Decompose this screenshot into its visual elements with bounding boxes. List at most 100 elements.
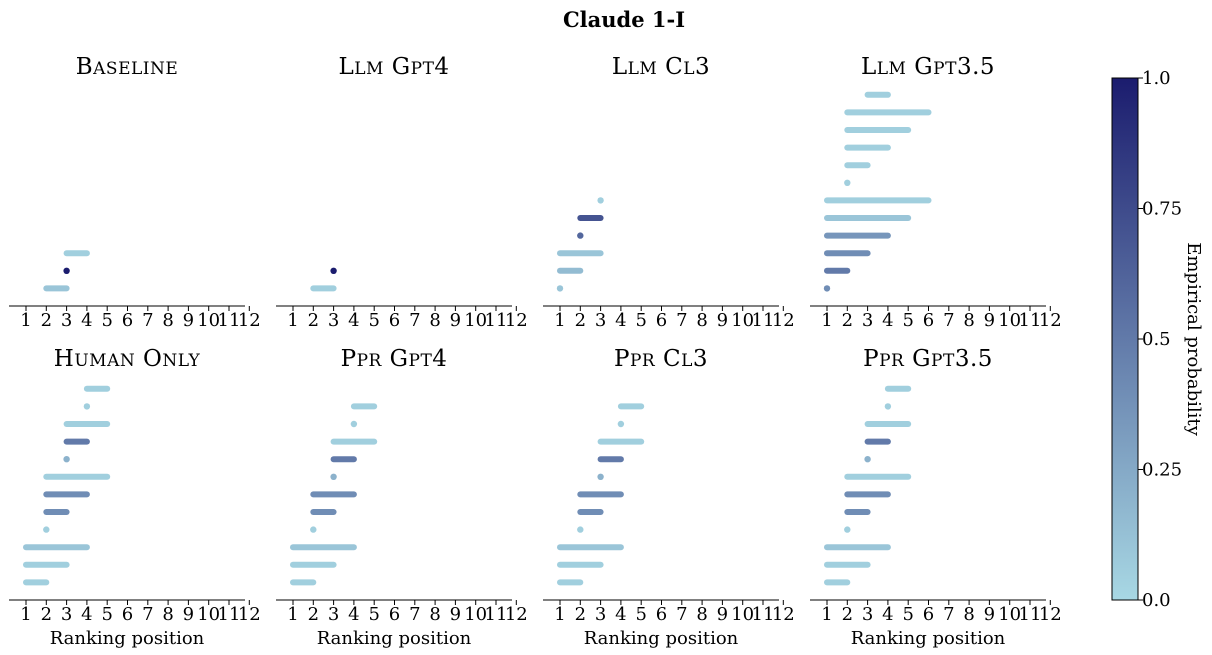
range-dot (63, 267, 70, 274)
colorbar-label: Empirical probability (1183, 242, 1204, 436)
x-tick-label: 10 (464, 604, 487, 625)
x-tick-label: 9 (450, 310, 461, 331)
x-tick-label: 7 (142, 310, 153, 331)
x-tick-label: 8 (162, 604, 173, 625)
x-tick-label: 12 (238, 310, 261, 331)
range-dot (844, 179, 851, 186)
range-dot (577, 232, 584, 239)
panel-title: PPR GPT3.5 (863, 346, 993, 372)
x-tick-label: 6 (923, 604, 934, 625)
x-tick-label: 9 (717, 604, 728, 625)
x-tick-label: 12 (772, 604, 795, 625)
x-tick-label: 10 (731, 604, 754, 625)
range-dot (617, 420, 625, 428)
x-tick-label: 12 (1039, 604, 1062, 625)
x-tick-label: 7 (409, 604, 420, 625)
range-dot (597, 197, 604, 204)
x-tick-label: 12 (772, 310, 795, 331)
x-tick-label: 4 (348, 310, 359, 331)
x-tick-label: 2 (41, 310, 52, 331)
x-tick-label: 11 (1019, 604, 1042, 625)
x-tick-label: 9 (450, 604, 461, 625)
x-tick-label: 7 (943, 604, 954, 625)
x-tick-label: 11 (218, 310, 241, 331)
x-tick-label: 4 (615, 604, 626, 625)
panel-title: PPR CL3 (614, 346, 708, 372)
x-tick-label: 9 (717, 310, 728, 331)
x-tick-label: 8 (963, 604, 974, 625)
x-tick-label: 11 (485, 604, 508, 625)
x-tick-label: 4 (882, 310, 893, 331)
colorbar-gradient (1111, 77, 1139, 601)
x-tick-label: 4 (81, 604, 92, 625)
x-tick-label: 1 (287, 310, 298, 331)
x-tick-label: 10 (464, 310, 487, 331)
x-tick-label: 11 (485, 310, 508, 331)
x-tick-label: 10 (998, 604, 1021, 625)
colorbar: 0.0 0.25 0.5 0.75 1.0 Empirical probability (1111, 68, 1204, 611)
x-tick-label: 1 (554, 310, 565, 331)
x-axis-label: Ranking position (584, 628, 739, 649)
panel-title: LLM CL3 (612, 54, 710, 80)
x-tick-label: 7 (943, 310, 954, 331)
range-dot (330, 473, 337, 480)
x-tick-label: 8 (429, 310, 440, 331)
x-axis-label: Ranking position (317, 628, 472, 649)
x-tick-label: 6 (923, 310, 934, 331)
range-dot (43, 526, 50, 533)
x-tick-label: 2 (842, 604, 853, 625)
range-dot (83, 403, 91, 410)
chart-title: Claude 1-I (563, 7, 685, 32)
x-tick-label: 9 (183, 310, 194, 331)
x-tick-label: 4 (615, 310, 626, 331)
x-tick-label: 6 (656, 604, 667, 625)
x-tick-label: 9 (984, 604, 995, 625)
x-tick-label: 10 (197, 310, 220, 331)
x-tick-label: 11 (752, 310, 775, 331)
range-dot (556, 285, 564, 292)
panel-title: HUMAN ONLY (54, 346, 201, 372)
x-tick-label: 1 (821, 604, 832, 625)
x-tick-label: 3 (862, 604, 873, 625)
x-tick-label: 5 (635, 310, 646, 331)
x-tick-label: 12 (505, 604, 528, 625)
x-tick-label: 3 (595, 310, 606, 331)
x-tick-label: 11 (218, 604, 241, 625)
x-tick-label: 11 (752, 604, 775, 625)
x-tick-label: 1 (20, 604, 31, 625)
x-tick-label: 8 (162, 310, 173, 331)
range-dot (597, 473, 604, 480)
x-tick-label: 4 (882, 604, 893, 625)
x-tick-label: 8 (696, 310, 707, 331)
colorbar-tick-label: 0.0 (1142, 590, 1171, 611)
range-dot (864, 456, 871, 463)
x-tick-label: 5 (368, 310, 379, 331)
x-tick-label: 4 (81, 310, 92, 331)
x-tick-label: 5 (902, 604, 913, 625)
range-dot (823, 285, 831, 292)
x-tick-label: 12 (1039, 310, 1062, 331)
x-tick-label: 2 (842, 310, 853, 331)
colorbar-tick-label: 0.75 (1142, 199, 1182, 220)
x-tick-label: 5 (101, 604, 112, 625)
colorbar-tick-label: 0.5 (1142, 329, 1171, 350)
x-tick-label: 2 (308, 604, 319, 625)
x-tick-label: 3 (328, 310, 339, 331)
x-tick-label: 12 (505, 310, 528, 331)
x-tick-label: 3 (328, 604, 339, 625)
x-tick-label: 12 (238, 604, 261, 625)
x-tick-label: 5 (368, 604, 379, 625)
x-tick-label: 2 (575, 604, 586, 625)
x-tick-label: 10 (731, 310, 754, 331)
panel-title: PPR GPT4 (341, 346, 448, 372)
x-tick-label: 6 (122, 604, 133, 625)
x-tick-label: 8 (696, 604, 707, 625)
range-dot (310, 526, 317, 533)
x-tick-label: 11 (1019, 310, 1042, 331)
